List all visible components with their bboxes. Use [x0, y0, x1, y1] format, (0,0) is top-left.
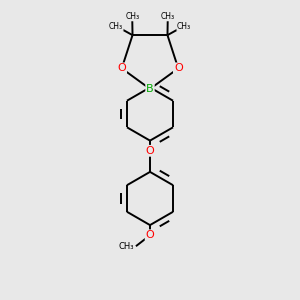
Text: CH₃: CH₃	[177, 22, 191, 31]
Text: O: O	[174, 63, 183, 74]
Text: O: O	[146, 230, 154, 240]
Text: CH₃: CH₃	[161, 12, 175, 21]
Text: CH₃: CH₃	[125, 12, 139, 21]
Text: O: O	[117, 63, 126, 74]
Text: CH₃: CH₃	[119, 242, 134, 251]
Text: CH₃: CH₃	[109, 22, 123, 31]
Text: B: B	[146, 84, 154, 94]
Text: O: O	[146, 146, 154, 156]
